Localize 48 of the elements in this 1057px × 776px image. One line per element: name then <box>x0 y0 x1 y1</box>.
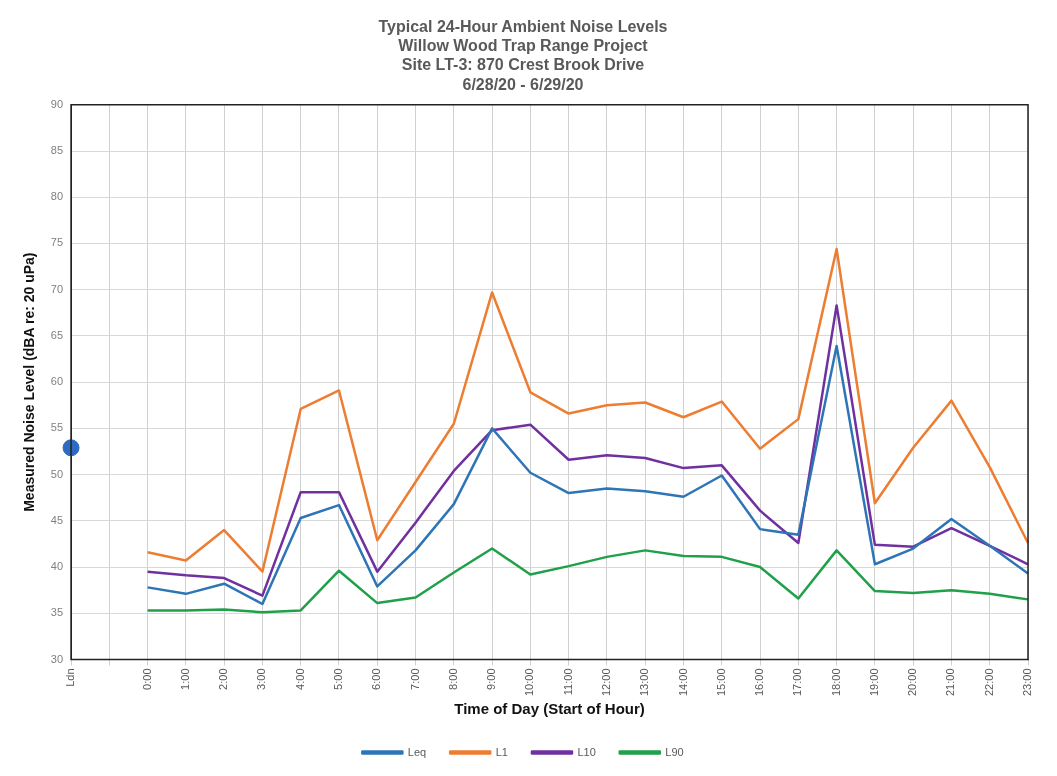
y-tick-label: 80 <box>50 190 64 203</box>
x-tick-label: 3:00 <box>255 668 268 690</box>
text: Site LT-3: 870 Crest Brook Drive <box>401 56 645 74</box>
x-tick-label: 12:00 <box>599 668 612 696</box>
x-tick-label: 9:00 <box>485 668 498 690</box>
x-tick-label: 6:00 <box>370 668 383 690</box>
y-tick-label: 50 <box>50 467 64 480</box>
y-tick-label: 90 <box>50 97 64 110</box>
y-tick-label: 60 <box>50 375 64 388</box>
legend-label: Leq <box>407 745 427 758</box>
x-tick-label: 7:00 <box>408 668 421 690</box>
y-tick-label: 35 <box>50 606 64 619</box>
text: Willow Wood Trap Range Project <box>398 37 648 55</box>
y-tick-label: 45 <box>50 513 64 526</box>
y-tick-label: 85 <box>50 144 64 157</box>
x-tick-label: 22:00 <box>982 668 995 696</box>
legend-label: L1 <box>495 745 508 758</box>
x-tick-label: 16:00 <box>753 668 766 696</box>
x-tick-label: 10:00 <box>523 668 536 696</box>
y-tick-label: 70 <box>50 282 64 295</box>
y-tick-label: 40 <box>50 560 64 573</box>
text: Typical 24-Hour Ambient Noise Levels <box>378 18 668 36</box>
x-tick-label: 2:00 <box>217 668 230 690</box>
x-tick-label: 23:00 <box>1021 668 1034 696</box>
x-tick-label: 4:00 <box>293 668 306 690</box>
legend-label: L10 <box>577 745 596 758</box>
text: 6/28/20 - 6/29/20 <box>462 75 584 93</box>
x-tick-label: 18:00 <box>829 668 842 696</box>
x-tick-label: 5:00 <box>332 668 345 690</box>
legend-label: L90 <box>665 745 684 758</box>
x-axis-title: Time of Day (Start of Hour) <box>454 700 645 718</box>
x-tick-label: 15:00 <box>714 668 727 696</box>
y-tick-label: 65 <box>50 328 64 341</box>
x-tick-label: 17:00 <box>791 668 804 696</box>
y-tick-label: 75 <box>50 236 64 249</box>
x-tick-label: 20:00 <box>906 668 919 696</box>
y-tick-label: 55 <box>50 421 64 434</box>
x-tick-label: 1:00 <box>178 668 191 690</box>
y-tick-label: 30 <box>50 652 64 665</box>
x-tick-label: Ldn <box>64 668 77 687</box>
x-tick-label: 0:00 <box>140 668 153 690</box>
y-axis-title: Measured Noise Level (dBA re: 20 uPa) <box>21 252 38 512</box>
x-tick-label: 21:00 <box>944 668 957 696</box>
x-tick-label: 14:00 <box>676 668 689 696</box>
x-tick-label: 13:00 <box>638 668 651 696</box>
x-tick-label: 19:00 <box>867 668 880 696</box>
x-tick-label: 8:00 <box>446 668 459 690</box>
x-tick-label: 11:00 <box>561 668 574 696</box>
